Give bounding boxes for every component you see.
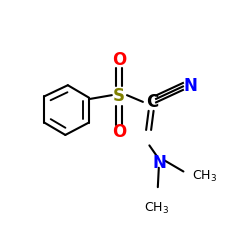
- Text: O: O: [112, 124, 126, 142]
- Text: S: S: [113, 88, 125, 106]
- Text: O: O: [112, 51, 126, 69]
- Text: N: N: [183, 77, 197, 95]
- Text: CH$_3$: CH$_3$: [192, 168, 217, 184]
- Text: C: C: [146, 93, 158, 111]
- Text: CH$_3$: CH$_3$: [144, 201, 169, 216]
- Text: N: N: [153, 154, 167, 172]
